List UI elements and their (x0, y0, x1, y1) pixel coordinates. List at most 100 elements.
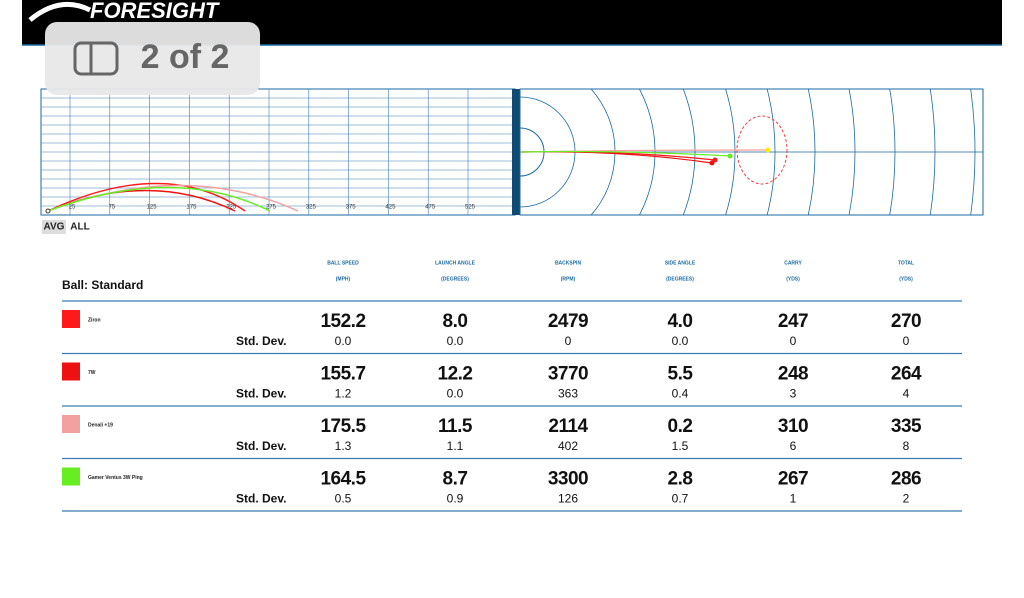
club-swatch (62, 415, 80, 433)
value: 264 (891, 364, 922, 385)
value: 8.0 (443, 311, 468, 332)
logo: FORESIGHT (90, 0, 220, 23)
distance-label: 175 (186, 205, 197, 211)
value: 286 (891, 469, 921, 490)
club-name: Denali +19 (88, 422, 113, 428)
std-dev: 2 (903, 492, 910, 506)
club-swatch (62, 310, 80, 328)
distance-label: 525 (465, 205, 476, 211)
logo-swoosh (28, 1, 92, 22)
shot-dot (765, 147, 771, 153)
std-dev: 0 (565, 334, 572, 348)
club-swatch (62, 467, 80, 486)
column-unit: (MPH) (336, 276, 351, 282)
sidebar-icon[interactable] (73, 41, 119, 76)
value: 152.2 (320, 311, 365, 332)
column-header: BACKSPIN (555, 260, 582, 266)
std-dev: 0.0 (447, 387, 464, 401)
std-dev: 0.4 (672, 387, 689, 401)
column-header: CARRY (784, 260, 802, 266)
column-unit: (DEGREES) (441, 276, 469, 282)
std-dev: 0.0 (447, 334, 464, 348)
column-unit: (YDS) (786, 276, 800, 282)
value: 2.8 (668, 469, 693, 490)
distance-label: 425 (385, 205, 396, 211)
column-header: SIDE ANGLE (665, 260, 696, 266)
std-dev: 0.5 (335, 492, 352, 506)
tab[interactable]: AVG (44, 222, 65, 233)
value: 5.5 (668, 364, 694, 385)
trajectory (47, 182, 246, 212)
std-dev: 0 (790, 334, 797, 348)
dispersion-plot (519, 88, 984, 216)
tee (45, 208, 51, 214)
distance-label: 25 (69, 205, 76, 211)
distance-label: 225 (226, 205, 237, 211)
std-dev: 0.0 (672, 334, 689, 348)
column-header: BALL SPEED (327, 260, 359, 266)
std-dev: 0.0 (335, 334, 352, 348)
std-dev: 4 (903, 387, 910, 401)
club-name: 7W (88, 370, 96, 376)
value: 335 (891, 416, 922, 437)
value: 8.7 (443, 469, 468, 490)
value: 3770 (548, 364, 588, 385)
std-dev-label: Std. Dev. (236, 387, 286, 401)
club-swatch (62, 362, 80, 381)
value: 175.5 (320, 416, 366, 437)
std-dev: 1 (790, 492, 797, 506)
divider (512, 89, 520, 215)
tab-active[interactable] (42, 220, 66, 234)
value: 12.2 (438, 364, 473, 385)
std-dev: 0.9 (447, 492, 464, 506)
column-unit: (RPM) (561, 276, 576, 282)
value: 2479 (548, 311, 588, 332)
std-dev-label: Std. Dev. (236, 492, 286, 506)
std-dev: 0 (903, 334, 910, 348)
column-header: TOTAL (898, 260, 914, 266)
distance-label: 275 (266, 205, 277, 211)
std-dev: 363 (558, 387, 578, 401)
distance-label: 325 (306, 205, 317, 211)
club-name: Ziron (88, 317, 101, 323)
distance-label: 75 (108, 205, 115, 211)
page-indicator-text: 2 of 2 (141, 38, 230, 76)
distance-label: 375 (346, 205, 357, 211)
ball-label: Ball: Standard (62, 278, 143, 292)
std-dev: 8 (903, 439, 910, 453)
shot-dot (727, 153, 733, 159)
distance-label: 475 (425, 205, 436, 211)
std-dev-label: Std. Dev. (236, 439, 286, 453)
value: 310 (778, 416, 808, 437)
value: 0.2 (668, 416, 693, 437)
value: 267 (778, 469, 808, 490)
trajectory (47, 186, 271, 212)
std-dev: 126 (558, 492, 578, 506)
value: 270 (891, 311, 921, 332)
tab[interactable]: ALL (70, 222, 89, 233)
std-dev: 0.7 (672, 492, 689, 506)
std-dev: 3 (790, 387, 797, 401)
value: 247 (778, 311, 808, 332)
value: 164.5 (320, 469, 366, 490)
std-dev: 402 (558, 439, 578, 453)
std-dev: 1.5 (672, 439, 689, 453)
column-unit: (DEGREES) (666, 276, 694, 282)
std-dev: 1.1 (447, 439, 464, 453)
value: 11.5 (438, 416, 473, 437)
value: 248 (778, 364, 808, 385)
page-indicator[interactable] (45, 22, 260, 95)
shot-dot (709, 160, 715, 166)
std-dev: 1.2 (335, 387, 352, 401)
std-dev: 6 (790, 439, 797, 453)
column-unit: (YDS) (899, 276, 913, 282)
std-dev-label: Std. Dev. (236, 334, 286, 348)
std-dev: 1.3 (335, 439, 352, 453)
value: 2114 (548, 416, 588, 437)
column-header: LAUNCH ANGLE (435, 260, 475, 266)
club-name: Gamer Ventus 3W Ping (88, 475, 143, 481)
value: 3300 (548, 469, 588, 490)
value: 155.7 (320, 364, 365, 385)
